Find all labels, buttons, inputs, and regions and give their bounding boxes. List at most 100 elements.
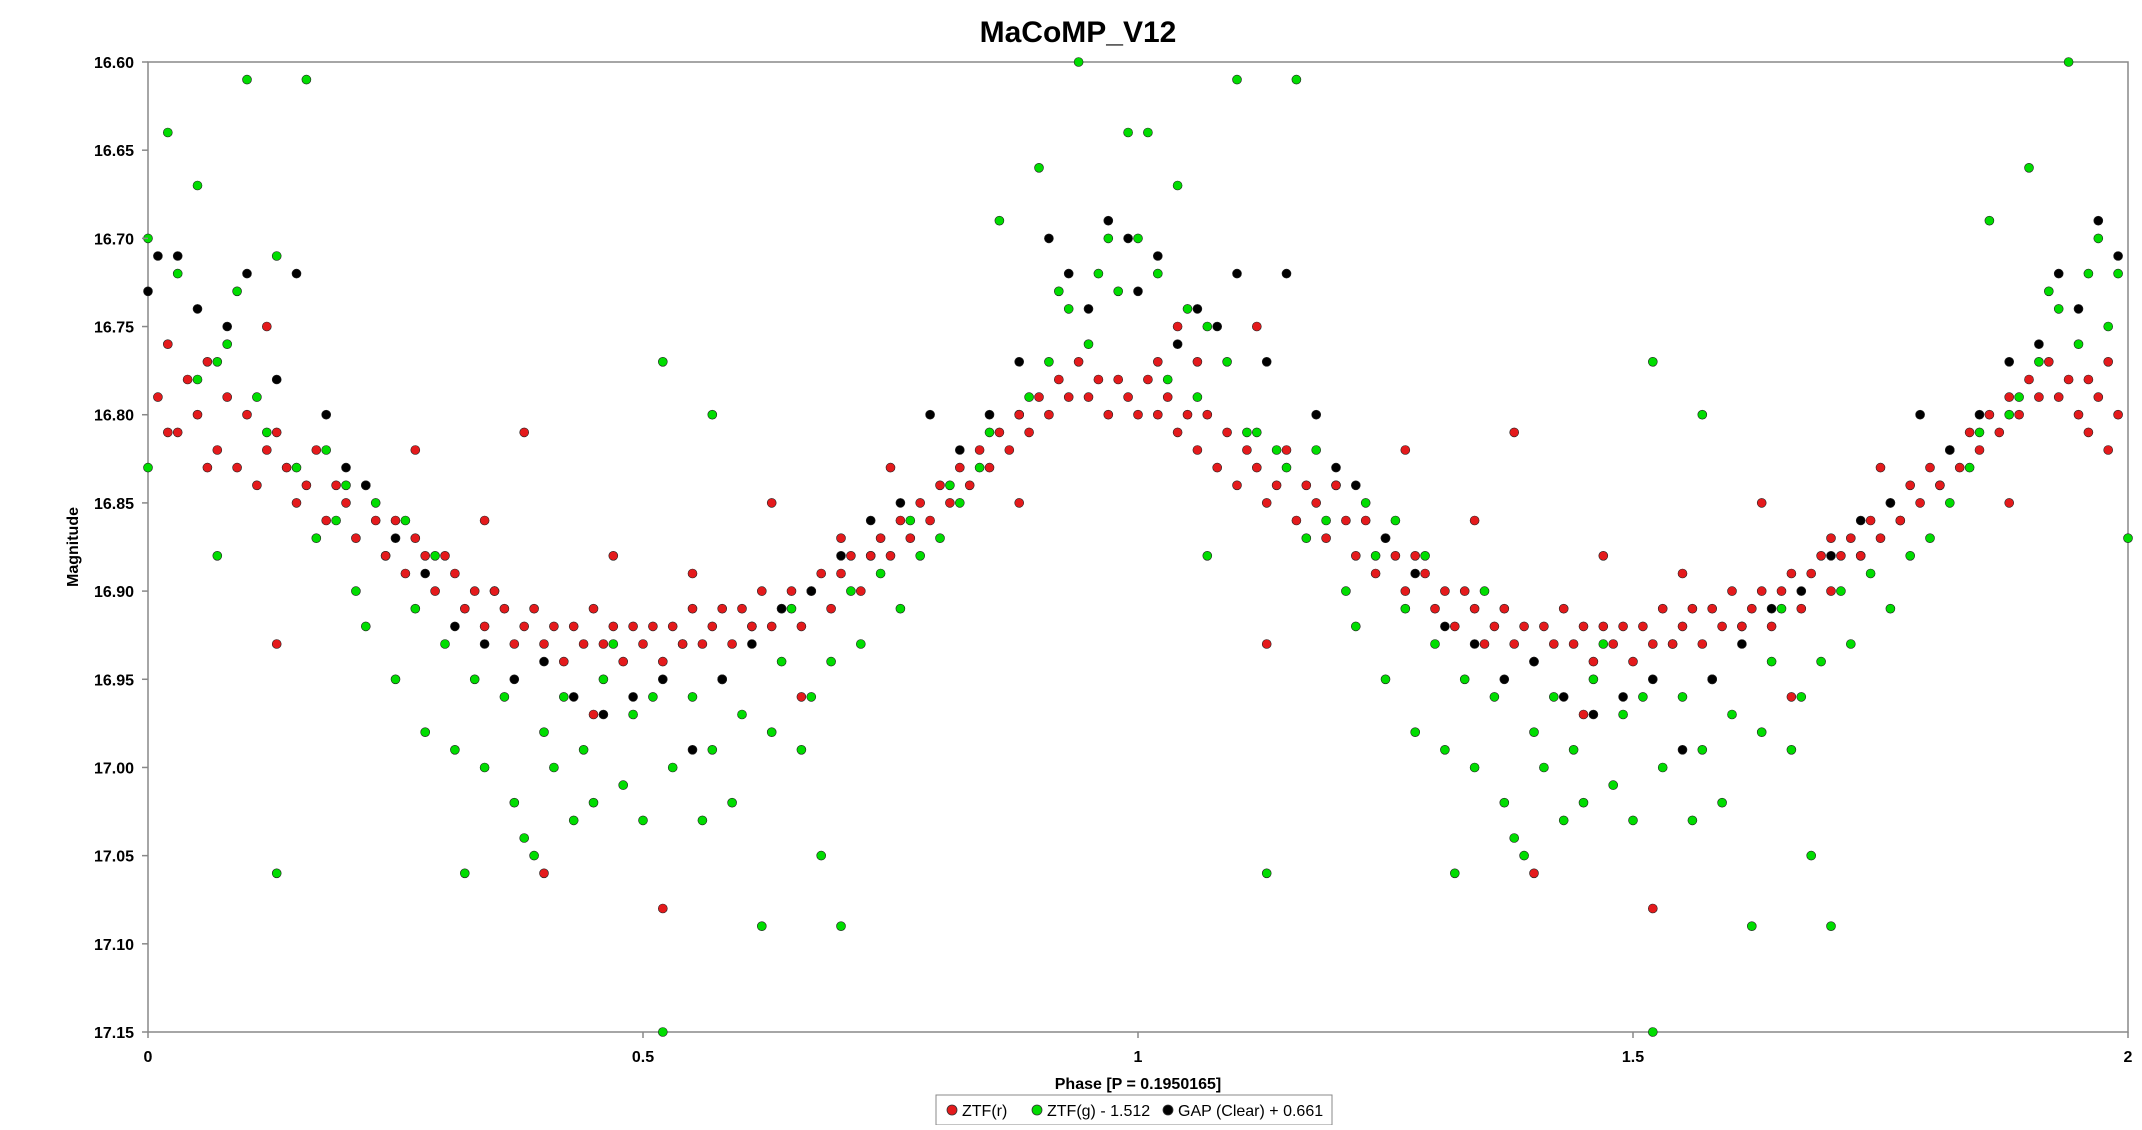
- data-point: [1657, 603, 1668, 614]
- data-point: [2053, 268, 2064, 279]
- data-point: [1400, 445, 1411, 455]
- data-point: [2024, 163, 2034, 173]
- data-point: [954, 498, 965, 508]
- data-point: [539, 656, 549, 667]
- data-point: [1964, 427, 1975, 438]
- data-point: [1638, 621, 1648, 632]
- data-point: [2113, 251, 2123, 261]
- data-point: [1836, 586, 1846, 596]
- data-point: [1281, 445, 1292, 455]
- data-point: [2034, 339, 2044, 350]
- data-point: [1261, 498, 1272, 508]
- data-point: [628, 692, 638, 702]
- data-point: [2004, 356, 2014, 367]
- data-point: [1073, 57, 1084, 67]
- data-point: [1766, 656, 1777, 667]
- data-point: [479, 515, 490, 526]
- data-point: [588, 797, 599, 808]
- data-point: [1875, 462, 1886, 473]
- data-point: [143, 286, 153, 297]
- data-point: [2073, 409, 2084, 420]
- data-point: [875, 568, 886, 579]
- data-point: [1182, 409, 1193, 420]
- data-point: [1410, 727, 1420, 738]
- data-point: [1648, 674, 1658, 685]
- data-point: [1846, 639, 1856, 649]
- data-point: [1717, 797, 1727, 808]
- data-point: [321, 445, 332, 455]
- data-point: [1598, 639, 1609, 649]
- data-point: [786, 586, 797, 596]
- data-point: [153, 251, 163, 261]
- data-point: [539, 639, 549, 649]
- data-point: [855, 639, 866, 649]
- data-point: [836, 921, 846, 932]
- data-point: [1133, 409, 1143, 420]
- data-point: [568, 621, 579, 632]
- x-axis: 0 0.5 1 1.5 2: [144, 1032, 2133, 1066]
- data-point: [1964, 462, 1975, 473]
- data-point: [1182, 304, 1193, 314]
- plot-area: [147, 61, 2129, 1033]
- data-point: [964, 480, 975, 491]
- data-point: [479, 639, 490, 649]
- data-point: [2093, 215, 2104, 226]
- data-point: [1212, 462, 1222, 473]
- y-tick-label: 16.75: [94, 320, 134, 337]
- data-point: [1014, 498, 1025, 508]
- data-point: [1776, 603, 1787, 614]
- data-point: [222, 339, 232, 350]
- y-tick-label: 17.00: [94, 760, 134, 777]
- data-point: [192, 304, 203, 314]
- data-point: [1232, 480, 1242, 491]
- data-point: [826, 656, 836, 667]
- data-point: [1618, 621, 1628, 632]
- data-point: [1519, 621, 1529, 632]
- data-point: [360, 621, 371, 632]
- data-point: [1697, 409, 1708, 420]
- data-point: [1806, 850, 1816, 861]
- data-point: [1281, 268, 1292, 279]
- data-point: [341, 498, 351, 508]
- data-point: [994, 427, 1005, 438]
- data-point: [1469, 762, 1480, 773]
- data-point: [1588, 709, 1599, 720]
- data-point: [242, 268, 252, 279]
- data-point: [321, 515, 332, 526]
- data-point: [192, 180, 203, 191]
- data-point: [271, 868, 282, 879]
- data-point: [1113, 374, 1123, 385]
- data-point: [984, 462, 995, 473]
- y-axis-label: Magnitude: [65, 507, 82, 587]
- data-point: [1855, 515, 1866, 526]
- data-point: [836, 550, 846, 561]
- data-point: [1578, 709, 1589, 720]
- data-point: [1321, 515, 1331, 526]
- legend-label: GAP (Clear) + 0.661: [1178, 1103, 1323, 1120]
- data-point: [1816, 656, 1826, 667]
- data-point: [261, 427, 272, 438]
- data-point: [994, 215, 1005, 226]
- data-point: [271, 374, 282, 385]
- data-point: [261, 445, 272, 455]
- data-point: [1945, 498, 1955, 508]
- data-point: [1509, 639, 1519, 649]
- data-point: [1786, 692, 1797, 702]
- data-point: [450, 568, 460, 579]
- data-point: [1192, 304, 1203, 314]
- data-point: [766, 621, 777, 632]
- data-point: [588, 603, 599, 614]
- y-tick-label: 16.90: [94, 584, 134, 601]
- data-point: [351, 586, 361, 596]
- data-point: [1034, 392, 1044, 402]
- data-point: [1222, 356, 1232, 367]
- data-point: [707, 409, 718, 420]
- data-point: [252, 392, 262, 402]
- data-point: [222, 321, 232, 332]
- data-point: [1974, 427, 1985, 438]
- data-point: [529, 603, 539, 614]
- data-point: [1618, 709, 1628, 720]
- data-point: [1420, 550, 1430, 561]
- data-point: [885, 462, 896, 473]
- y-tick-label: 17.15: [94, 1025, 134, 1042]
